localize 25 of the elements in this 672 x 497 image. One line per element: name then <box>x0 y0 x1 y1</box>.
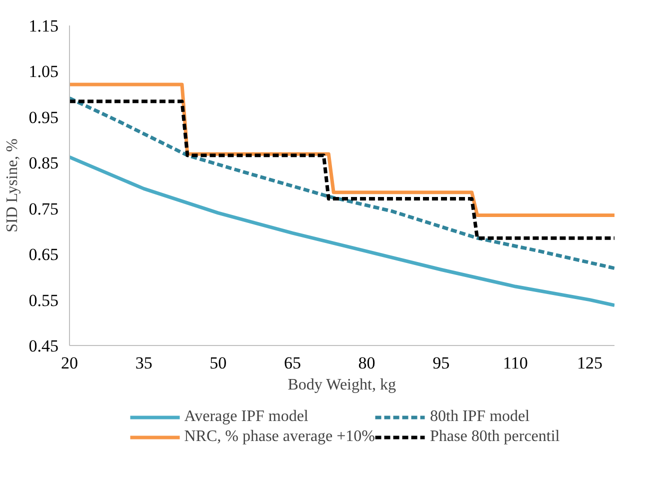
x-tick-label: 110 <box>502 354 528 372</box>
x-axis-title: Body Weight, kg <box>288 376 396 394</box>
x-tick-label: 80 <box>358 354 376 372</box>
legend-label: NRC, % phase average +10% <box>184 428 375 446</box>
y-tick-label: 0.45 <box>28 336 58 356</box>
legend-label: Phase 80th percentil <box>430 428 560 446</box>
y-axis-title: SID Lysine, % <box>4 138 21 232</box>
x-tick-label: 95 <box>432 354 450 372</box>
line-series <box>70 96 614 270</box>
y-tick-label: 1.05 <box>28 62 58 82</box>
x-tick-label: 125 <box>576 354 602 372</box>
y-tick-label: 1.15 <box>28 16 58 36</box>
y-tick-label: 0.95 <box>28 108 58 127</box>
y-tick-label: 0.75 <box>28 199 58 218</box>
legend-label: Average IPF model <box>184 408 308 426</box>
y-tick-label: 0.65 <box>28 245 58 264</box>
legend-label: 80th IPF model <box>430 408 530 426</box>
x-tick-label: 50 <box>210 354 227 372</box>
x-tick-label: 35 <box>135 354 152 372</box>
y-tick-label: 0.55 <box>28 290 58 310</box>
line-series <box>70 155 614 308</box>
x-tick-label: 65 <box>284 354 301 372</box>
x-tick-label: 20 <box>61 354 78 372</box>
line-series <box>70 100 614 240</box>
y-tick-label: 0.85 <box>28 154 58 173</box>
